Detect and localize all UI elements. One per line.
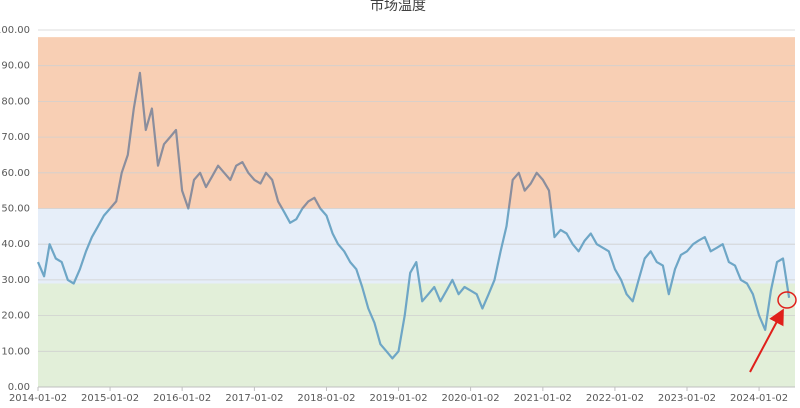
temperature-line [36,71,791,360]
x-tick-label: 2014-01-02 [9,393,67,404]
y-tick-label: 100.00 [0,25,30,36]
x-tick-label: 2018-01-02 [297,393,355,404]
x-tick-label: 2017-01-02 [225,393,283,404]
y-tick-label: 50.00 [1,204,30,215]
x-tick-label: 2023-01-02 [658,393,716,404]
y-tick-label: 0.00 [8,382,30,393]
annotation-arrow [749,308,784,373]
chart-title: 市场温度 [370,0,426,14]
y-tick-label: 70.00 [1,132,30,143]
y-tick-label: 10.00 [1,346,30,357]
x-tick-label: 2024-01-02 [730,393,788,404]
highlight-circle [777,291,797,309]
band [38,37,795,209]
x-tick-label: 2022-01-02 [586,393,644,404]
band [38,208,795,284]
y-tick-label: 20.00 [1,311,30,322]
x-tick-label: 2019-01-02 [369,393,427,404]
x-tick-label: 2020-01-02 [442,393,500,404]
x-tick-label: 2015-01-02 [81,393,139,404]
x-tick-label: 2021-01-02 [514,393,572,404]
y-tick-label: 40.00 [1,239,30,250]
x-tick-label: 2016-01-02 [153,393,211,404]
y-tick-label: 60.00 [1,168,30,179]
y-tick-label: 90.00 [1,61,30,72]
y-tick-label: 80.00 [1,96,30,107]
band [38,283,795,387]
y-tick-label: 30.00 [1,275,30,286]
